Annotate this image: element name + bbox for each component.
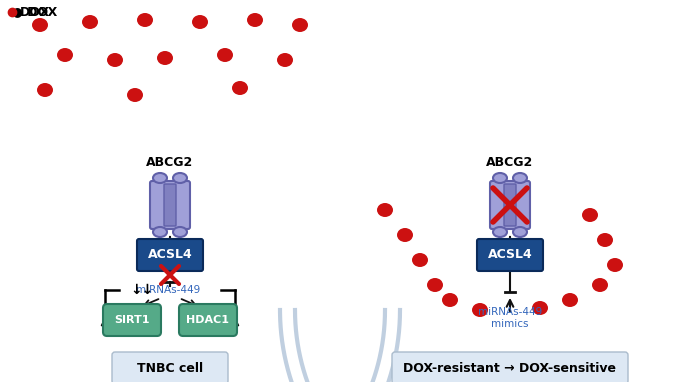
Ellipse shape — [247, 13, 263, 27]
Ellipse shape — [277, 53, 293, 67]
Text: ↓↓: ↓↓ — [130, 283, 153, 297]
Ellipse shape — [57, 48, 73, 62]
Ellipse shape — [592, 278, 608, 292]
Ellipse shape — [137, 13, 153, 27]
Ellipse shape — [37, 83, 53, 97]
Ellipse shape — [153, 173, 167, 183]
Text: mimics: mimics — [491, 319, 529, 329]
Ellipse shape — [607, 258, 623, 272]
Ellipse shape — [82, 15, 98, 29]
Ellipse shape — [192, 15, 208, 29]
Text: ABCG2: ABCG2 — [147, 156, 194, 169]
Ellipse shape — [597, 233, 613, 247]
Ellipse shape — [173, 173, 187, 183]
Text: ACSL4: ACSL4 — [488, 249, 532, 262]
FancyBboxPatch shape — [164, 184, 176, 226]
Ellipse shape — [397, 228, 413, 242]
FancyBboxPatch shape — [137, 239, 203, 271]
Ellipse shape — [377, 203, 393, 217]
FancyBboxPatch shape — [103, 304, 161, 336]
FancyBboxPatch shape — [490, 181, 530, 229]
Ellipse shape — [493, 227, 507, 237]
Text: ACSL4: ACSL4 — [148, 249, 192, 262]
Ellipse shape — [217, 48, 233, 62]
Ellipse shape — [173, 227, 187, 237]
Text: TNBC cell: TNBC cell — [137, 361, 203, 374]
Ellipse shape — [562, 293, 578, 307]
FancyBboxPatch shape — [504, 184, 516, 226]
Ellipse shape — [582, 208, 598, 222]
Ellipse shape — [513, 227, 527, 237]
Ellipse shape — [513, 173, 527, 183]
Ellipse shape — [32, 18, 48, 32]
Text: DOX: DOX — [20, 5, 50, 18]
FancyBboxPatch shape — [179, 304, 237, 336]
Text: ● DOX: ● DOX — [12, 5, 58, 18]
FancyBboxPatch shape — [392, 352, 628, 382]
Ellipse shape — [232, 81, 248, 95]
Text: SIRT1: SIRT1 — [114, 315, 150, 325]
FancyBboxPatch shape — [150, 181, 190, 229]
Ellipse shape — [472, 303, 488, 317]
FancyBboxPatch shape — [112, 352, 228, 382]
Ellipse shape — [157, 51, 173, 65]
Text: ABCG2: ABCG2 — [486, 156, 534, 169]
FancyBboxPatch shape — [477, 239, 543, 271]
Text: HDAC1: HDAC1 — [186, 315, 229, 325]
Text: miRNAs-449: miRNAs-449 — [136, 285, 200, 295]
Ellipse shape — [153, 227, 167, 237]
Ellipse shape — [493, 173, 507, 183]
Text: DOX-resistant → DOX-sensitive: DOX-resistant → DOX-sensitive — [403, 361, 616, 374]
Ellipse shape — [292, 18, 308, 32]
Ellipse shape — [442, 293, 458, 307]
Ellipse shape — [532, 301, 548, 315]
Text: miRNAs-449: miRNAs-449 — [478, 307, 542, 317]
Ellipse shape — [127, 88, 143, 102]
Ellipse shape — [427, 278, 443, 292]
Ellipse shape — [107, 53, 123, 67]
Ellipse shape — [412, 253, 428, 267]
